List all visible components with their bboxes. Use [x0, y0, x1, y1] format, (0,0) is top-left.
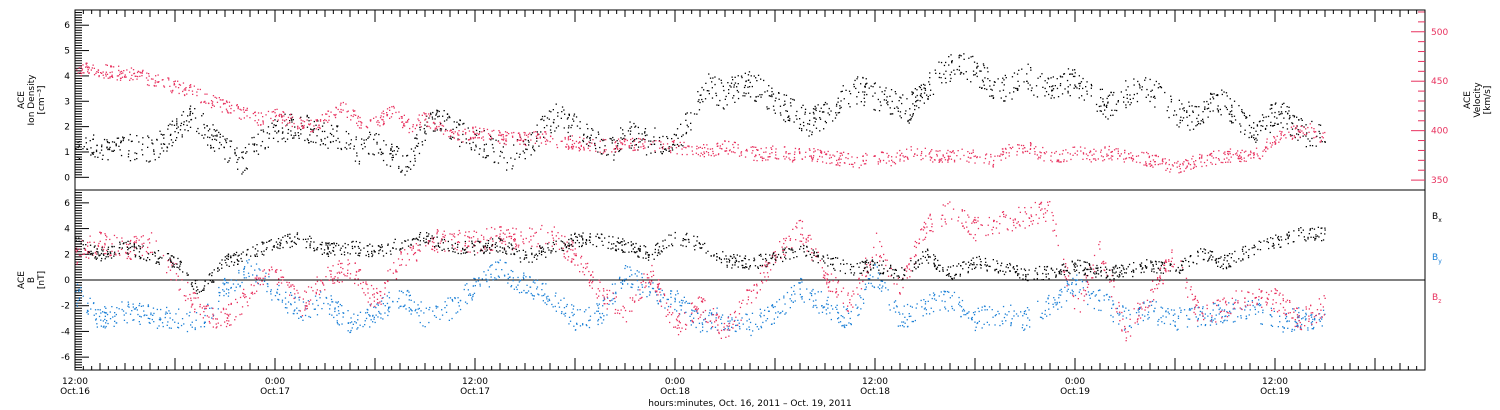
bottom-ylabel-line3: [nT]: [37, 271, 47, 289]
top-ytick-label: 2: [64, 123, 70, 133]
bottom-ytick-label: -6: [61, 353, 70, 363]
bottom-ylabel-line2: B: [27, 277, 37, 283]
x-tick-label: 0:00: [1065, 377, 1085, 387]
top-ytick-label: 5: [64, 47, 70, 57]
bottom-ytick-label: 4: [64, 225, 70, 235]
x-tick-date: Oct.17: [260, 387, 290, 397]
bottom-ytick-label: 2: [64, 250, 70, 260]
x-tick-label: 12:00: [62, 377, 88, 387]
bz-series: [75, 201, 1326, 342]
x-tick-date: Oct.19: [1060, 387, 1090, 397]
top-ylabel-line2: Ion Density: [27, 74, 37, 126]
bottom-ytick-label: 6: [64, 199, 70, 209]
x-tick-date: Oct.18: [660, 387, 690, 397]
x-tick-label: 12:00: [862, 377, 888, 387]
x-axis-ticks: 12:00Oct.160:00Oct.1712:00Oct.170:00Oct.…: [60, 10, 1426, 397]
top-ylabel-line3: [cm⁻³]: [37, 85, 47, 114]
bottom-left-ylabel: ACE B [nT]: [17, 271, 47, 289]
top-ytick-label: 3: [64, 97, 70, 107]
velocity-series: [76, 62, 1326, 174]
top-ytick-label: 1: [64, 148, 70, 158]
top-right-ylabel-line1: ACE: [1463, 91, 1473, 109]
density-series: [75, 53, 1326, 176]
legend: Bx By Bz: [1432, 212, 1442, 305]
x-tick-date: Oct.16: [60, 387, 90, 397]
top-panel-right-yticks: 350 400 450 500: [1411, 11, 1448, 186]
top-ytick-label: 6: [64, 21, 70, 31]
x-axis-label: hours:minutes, Oct. 16, 2011 – Oct. 19, …: [648, 399, 851, 409]
x-tick-label: 0:00: [265, 377, 285, 387]
bx-series: [75, 226, 1326, 295]
bottom-ylabel-line1: ACE: [17, 271, 27, 289]
x-tick-date: Oct.19: [1260, 387, 1290, 397]
top-ytick-label: 0: [64, 173, 70, 183]
top-ylabel-line1: ACE: [17, 91, 27, 109]
top-right-ytick-label: 400: [1431, 127, 1448, 137]
x-tick-date: Oct.17: [460, 387, 490, 397]
top-panel-data: [75, 53, 1326, 176]
bottom-ytick-label: 0: [64, 276, 70, 286]
x-tick-label: 12:00: [1262, 377, 1288, 387]
legend-bx: Bx: [1432, 212, 1442, 224]
legend-by: By: [1432, 253, 1442, 265]
top-right-ytick-label: 350: [1431, 176, 1448, 186]
by-series: [75, 259, 1326, 337]
top-right-ylabel-line2: Velocity: [1473, 82, 1483, 118]
top-right-ytick-label: 450: [1431, 77, 1448, 87]
legend-bz: Bz: [1432, 293, 1441, 305]
bottom-panel-data: [75, 201, 1326, 342]
top-right-ytick-label: 500: [1431, 28, 1448, 38]
x-tick-date: Oct.18: [860, 387, 890, 397]
top-left-ylabel: ACE Ion Density [cm⁻³]: [17, 74, 47, 126]
bottom-ytick-label: -4: [61, 327, 70, 337]
top-right-ylabel-line3: [km/s]: [1483, 86, 1493, 115]
top-ytick-label: 4: [64, 72, 70, 82]
top-right-ylabel: ACE Velocity [km/s]: [1463, 82, 1493, 118]
x-tick-label: 12:00: [462, 377, 488, 387]
bottom-ytick-label: -2: [61, 302, 70, 312]
x-tick-label: 0:00: [665, 377, 685, 387]
